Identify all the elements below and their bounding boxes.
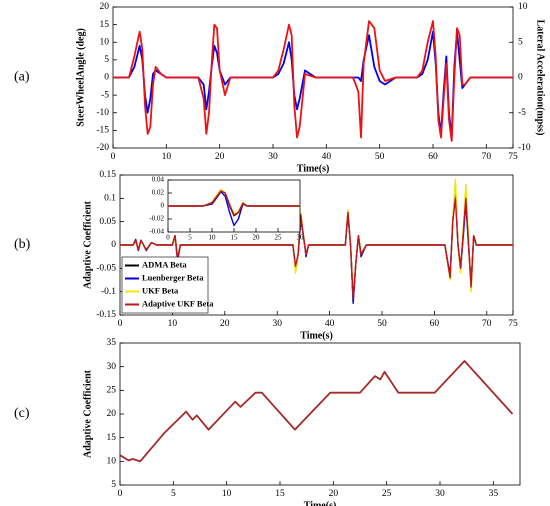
y-tick-label: -5 (101, 90, 109, 100)
y-tick-label: 25 (107, 386, 117, 396)
y-tick-label: -0.1 (101, 287, 116, 297)
y2-tick-label: 10 (518, 2, 528, 12)
x-tick-label: 10 (168, 319, 178, 329)
y-tick-label: 0 (104, 73, 109, 83)
data-line (168, 190, 300, 216)
x-tick-label: 30 (272, 319, 282, 329)
y-tick-label: 20 (100, 2, 110, 12)
panel-label: (c) (14, 406, 30, 421)
y-tick-label: -0.04 (149, 228, 164, 236)
x-tick-label: 40 (322, 152, 332, 162)
plot-frame (119, 342, 521, 486)
legend-label: Luenberger Beta (142, 272, 204, 282)
y2-tick-label: 0 (518, 73, 523, 83)
x-tick-label: 20 (215, 152, 225, 162)
x-tick-label: 50 (375, 152, 385, 162)
panel-label: (b) (14, 237, 31, 252)
x-tick-label: 50 (377, 319, 387, 329)
y-tick-label: 0.04 (152, 176, 165, 184)
y-tick-label: -0.02 (149, 215, 164, 223)
y-tick-label: 0.15 (99, 170, 116, 180)
x-axis-label: Time(s) (297, 163, 330, 174)
legend-label: ADMA Beta (142, 259, 187, 269)
x-tick-label: 0 (118, 319, 123, 329)
y-tick-label: -0.05 (96, 264, 116, 274)
y2-tick-label: 5 (518, 37, 523, 47)
x-tick-label: 30 (435, 489, 445, 499)
x-tick-label: 20 (220, 319, 230, 329)
legend-label: Adaptive UKF Beta (142, 298, 214, 308)
x-tick-label: 20 (329, 489, 339, 499)
x-tick-label: 30 (297, 234, 305, 242)
data-line (119, 360, 514, 463)
x-tick-label: 10 (209, 234, 217, 242)
x-tick-label: 35 (489, 489, 499, 499)
y-tick-label: 5 (104, 55, 109, 65)
y-tick-label: 10 (107, 457, 117, 467)
y-tick-label: 10 (100, 37, 110, 47)
x-tick-label: 25 (382, 489, 392, 499)
x-tick-label: 20 (253, 234, 261, 242)
x-tick-label: 0 (166, 234, 170, 242)
y-tick-label: 15 (107, 433, 117, 443)
x-tick-label: 10 (222, 489, 232, 499)
x-tick-label: 70 (482, 319, 492, 329)
x-tick-label: 10 (162, 152, 172, 162)
y-tick-label: -10 (96, 108, 109, 118)
y-tick-label: 15 (100, 20, 110, 30)
y-axis-label: Adaptive Coefficient (82, 200, 93, 289)
y-tick-label: 0.1 (104, 194, 116, 204)
legend-label: UKF Beta (142, 285, 179, 295)
x-axis-label: Time(s) (300, 330, 333, 341)
x-tick-label: 0 (111, 152, 116, 162)
y-tick-label: 30 (107, 362, 117, 372)
x-tick-label: 60 (430, 319, 440, 329)
data-line (113, 20, 513, 142)
x-tick-label: 25 (275, 234, 283, 242)
y-tick-label: 0.02 (152, 189, 165, 197)
x-tick-label: 40 (325, 319, 335, 329)
panel-label: (a) (14, 70, 30, 85)
y-tick-label: -15 (96, 126, 109, 136)
x-tick-label: 75 (508, 319, 518, 329)
y-tick-label: 0 (111, 240, 116, 250)
x-tick-label: 5 (188, 234, 192, 242)
y-axis-label: SteerWheelAngle (deg) (75, 28, 86, 127)
y-tick-label: 5 (111, 480, 116, 490)
y-tick-label: 35 (107, 338, 117, 348)
y2-tick-label: -10 (518, 143, 531, 153)
x-tick-label: 75 (508, 152, 518, 162)
x-tick-label: 70 (482, 152, 492, 162)
y2-tick-label: -5 (518, 108, 526, 118)
y-tick-label: 20 (107, 409, 117, 419)
x-tick-label: 15 (275, 489, 285, 499)
y-axis-label: Adaptive Coefficient (82, 369, 93, 458)
x-tick-label: 15 (231, 234, 239, 242)
data-line (120, 197, 513, 300)
x-tick-label: 5 (171, 489, 176, 499)
y-tick-label: -20 (96, 143, 109, 153)
y-tick-label: 0 (161, 202, 165, 210)
x-tick-label: 0 (118, 489, 123, 499)
y-tick-label: -0.15 (96, 310, 116, 320)
x-axis-label: Time(s) (304, 500, 337, 506)
x-tick-label: 30 (268, 152, 278, 162)
y-tick-label: 0.05 (99, 217, 116, 227)
x-tick-label: 60 (428, 152, 438, 162)
y2-axis-label: Lateral Acceleration(mpss) (535, 20, 546, 136)
